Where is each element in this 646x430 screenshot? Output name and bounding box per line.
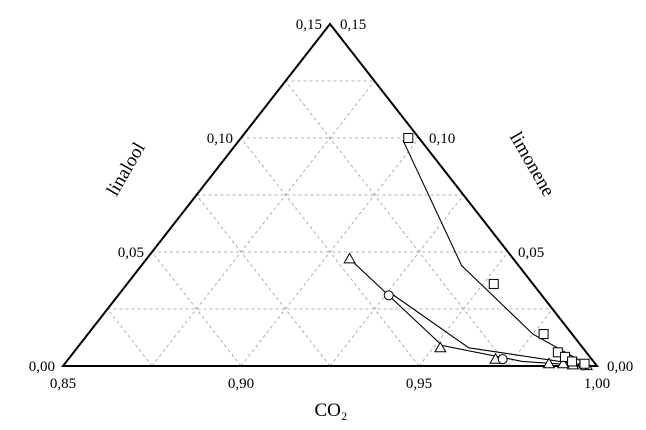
tick-label-limonene: 0,15 [340,17,366,33]
axis-label-limonene: limonene [505,128,559,200]
axis-label-linalool: linalool [103,139,150,200]
grid-line-limonene [285,80,509,367]
tick-label-limonene: 0,00 [607,359,633,375]
tick-label-co2: 1,00 [584,376,610,392]
axis-label-co2: CO₂ [314,400,347,421]
grid-line-limonene [151,251,242,367]
fit-line-square [402,140,591,367]
data-point-triangle [434,341,447,353]
data-point-square [403,133,414,143]
grid-line-limonene [107,308,153,367]
grid-line-co2 [329,194,464,367]
tick-label-limonene: 0,10 [429,131,455,147]
tick-label-limonene: 0,05 [518,245,544,261]
grid-line-co2 [151,80,375,367]
fit-line-triangle [349,258,590,367]
tick-label-co2: 0,95 [406,376,432,392]
data-point-triangle [542,357,556,369]
grid-lines [107,80,553,367]
grid-line-co2 [507,308,553,367]
tick-label-linalool: 0,05 [118,245,144,261]
triangle-frame [60,22,600,367]
grid-line-co2 [418,251,509,367]
data-point-circle [383,290,394,301]
tick-labels: 0,85 0,90 0,95 1,000,000,050,100,150,000,05… [29,17,634,392]
tick-label-linalool: 0,15 [296,17,322,33]
data-point-square [538,329,549,340]
data-point-circle [497,354,508,365]
tick-label-co2: 0,90 [228,376,254,392]
fit-lines [349,140,591,367]
grid-line-limonene [240,137,420,367]
data-point-triangle [343,252,356,264]
data-markers [343,133,593,371]
data-point-triangle [556,357,570,369]
data-point-square [488,278,499,289]
data-point-square [567,356,578,367]
grid-line-limonene [196,194,331,367]
data-point-square [579,358,590,369]
tick-label-linalool: 0,10 [207,131,233,147]
tick-label-linalool: 0,00 [29,359,55,375]
tick-label-co2: 0,85 [50,376,76,392]
